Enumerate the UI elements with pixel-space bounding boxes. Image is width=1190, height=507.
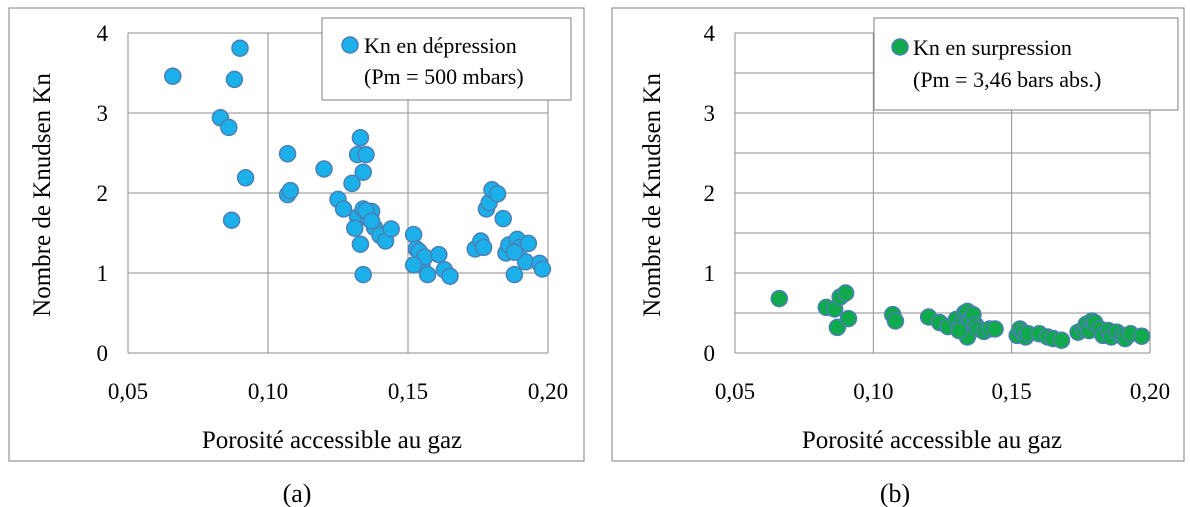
legend-marker-a — [341, 36, 359, 54]
data-point-a — [505, 265, 524, 284]
data-point-b — [886, 312, 905, 330]
x-ticks-b: 0,05 0,10 0,15 0,20 — [715, 379, 1170, 404]
data-point-a — [519, 234, 538, 253]
data-point-a — [533, 260, 552, 278]
data-point-a — [220, 118, 238, 137]
y-axis-label-a: Nombre de Knudsen Kn — [29, 73, 56, 317]
data-point-a — [404, 225, 423, 244]
x-tick-label-b: 0,15 — [992, 379, 1032, 404]
y-tick-label-b: 0 — [704, 341, 716, 366]
data-point-a — [222, 211, 241, 229]
x-tick-label-a: 0,20 — [528, 379, 568, 404]
data-point-b — [770, 289, 789, 308]
x-axis-label-b: Porosité accessible au gaz — [802, 427, 1062, 454]
data-point-a — [357, 145, 375, 164]
data-point-a — [236, 169, 255, 187]
data-point-b — [1132, 327, 1151, 345]
caption-b: (b) — [880, 479, 910, 507]
data-point-a — [164, 67, 182, 85]
data-point-a — [315, 160, 333, 178]
legend-text-b-1: Kn en surpression — [913, 35, 1072, 60]
grid-b — [734, 32, 1151, 354]
data-point-a — [404, 256, 423, 274]
data-point-b — [950, 321, 968, 340]
y-tick-label-a: 3 — [97, 101, 109, 126]
data-point-a — [343, 174, 361, 193]
chart-panel-a: 0 1 2 3 4 0,05 0,10 0,15 0,20 Porosité accessib… — [8, 7, 585, 462]
x-tick-label-a: 0,10 — [248, 379, 288, 404]
data-point-b — [839, 309, 858, 328]
data-point-a — [382, 220, 400, 238]
data-point-a — [488, 185, 507, 203]
x-tick-label-b: 0,10 — [853, 379, 893, 404]
x-tick-label-b: 0,05 — [715, 379, 755, 404]
data-point-a — [441, 267, 459, 285]
data-point-a — [505, 243, 524, 261]
data-point-b — [986, 320, 1004, 338]
y-tick-label-a: 0 — [97, 341, 109, 366]
legend-text-a-1: Kn en dépression — [364, 33, 517, 58]
legend-text-b-2: (Pm = 3,46 bars abs.) — [913, 67, 1101, 92]
y-tick-label-a: 2 — [97, 181, 109, 206]
y-tick-label-a: 4 — [97, 21, 109, 46]
data-point-a — [278, 145, 297, 163]
data-point-a — [474, 238, 493, 257]
chart-panel-b: 0 1 2 3 4 0,05 0,10 0,15 0,20 Porosité accessib… — [611, 7, 1185, 462]
data-point-a — [334, 200, 353, 218]
data-point-a — [346, 219, 364, 237]
data-point-a — [281, 181, 300, 200]
legend-marker-b — [891, 38, 909, 56]
data-point-a — [362, 212, 381, 230]
caption-a: (a) — [283, 479, 312, 507]
data-point-a — [494, 209, 512, 228]
x-axis-label-a: Porosité accessible au gaz — [202, 427, 462, 454]
data-points-b — [770, 284, 1151, 349]
legend-box-b — [873, 17, 1179, 111]
y-tick-label-b: 4 — [704, 21, 716, 46]
data-point-b — [836, 284, 855, 302]
x-ticks-a: 0,05 0,10 0,15 0,20 — [108, 379, 568, 404]
data-points-a — [164, 39, 552, 285]
data-point-a — [231, 39, 249, 57]
data-point-a — [418, 265, 437, 284]
legend-a: Kn en dépression (Pm = 500 mbars) — [321, 17, 572, 101]
y-ticks-a: 0 1 2 3 4 — [97, 21, 109, 366]
data-point-b — [1052, 331, 1071, 349]
data-point-a — [354, 265, 372, 284]
x-tick-label-b: 0,20 — [1130, 379, 1170, 404]
data-point-a — [430, 245, 448, 264]
y-ticks-b: 0 1 2 3 4 — [704, 21, 716, 366]
legend-b: Kn en surpression (Pm = 3,46 bars abs.) — [873, 17, 1179, 111]
data-point-a — [351, 129, 370, 147]
y-tick-label-b: 3 — [704, 101, 716, 126]
legend-box-a — [321, 17, 572, 101]
data-point-a — [354, 163, 372, 181]
legend-text-a-2: (Pm = 500 mbars) — [364, 64, 524, 89]
y-axis-label-b: Nombre de Knudsen Kn — [639, 73, 666, 317]
y-tick-label-b: 2 — [704, 181, 716, 206]
y-tick-label-a: 1 — [97, 261, 109, 286]
y-tick-label-b: 1 — [704, 261, 716, 286]
x-tick-label-a: 0,15 — [388, 379, 428, 404]
data-point-a — [351, 235, 370, 253]
x-tick-label-a: 0,05 — [108, 379, 148, 404]
data-point-a — [225, 70, 244, 89]
